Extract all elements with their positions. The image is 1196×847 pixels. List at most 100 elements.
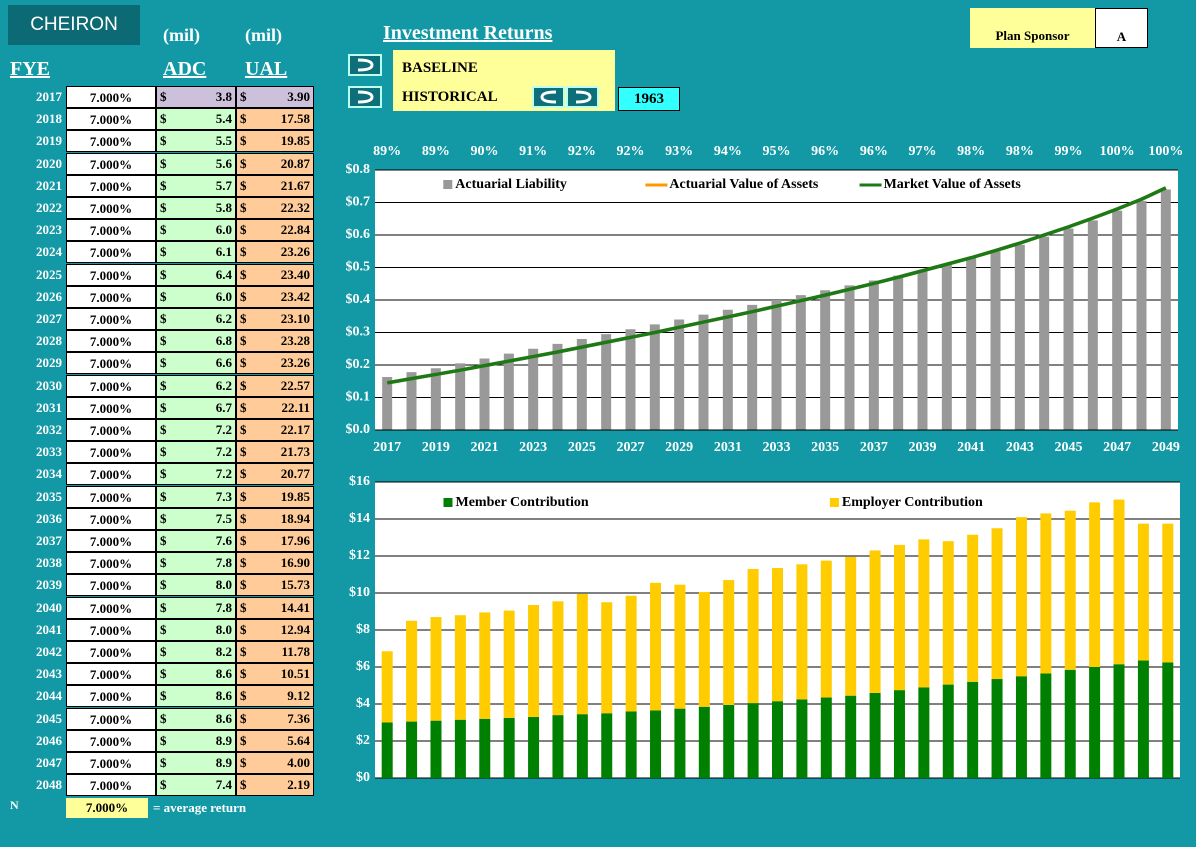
scenario-button[interactable] bbox=[348, 86, 382, 108]
currency: $ bbox=[160, 710, 167, 726]
scenario-button[interactable] bbox=[348, 54, 382, 76]
return: 7.000% bbox=[66, 463, 156, 486]
year: 2041 bbox=[36, 621, 62, 637]
ual: 23.40 bbox=[280, 266, 310, 282]
y-tick-label: $2 bbox=[356, 733, 370, 748]
bar-segment bbox=[381, 651, 393, 723]
average-return: 7.000% bbox=[66, 798, 148, 818]
bar bbox=[893, 275, 904, 430]
bar bbox=[1160, 189, 1171, 430]
bar-segment bbox=[430, 617, 442, 721]
return: 7.000% bbox=[66, 308, 156, 330]
year: 2030 bbox=[36, 377, 62, 393]
year: 2047 bbox=[36, 755, 62, 770]
arrow-icon bbox=[357, 90, 374, 104]
adc-cell bbox=[156, 330, 236, 353]
currency: $ bbox=[160, 621, 167, 637]
currency: $ bbox=[160, 399, 167, 415]
bar-segment bbox=[942, 541, 954, 685]
currency: $ bbox=[240, 288, 247, 304]
ual-cell bbox=[236, 308, 314, 330]
y-tick-label: $8 bbox=[356, 622, 370, 637]
return: 7.000% bbox=[66, 596, 156, 619]
currency: $ bbox=[160, 444, 167, 460]
currency: $ bbox=[160, 177, 167, 193]
currency: $ bbox=[160, 777, 167, 793]
adc: 6.0 bbox=[215, 222, 232, 238]
ual-cell bbox=[236, 130, 314, 153]
x-tick-label: 2023 bbox=[519, 440, 547, 455]
funded-ratio-label: 91% bbox=[519, 144, 547, 159]
year: 2024 bbox=[36, 244, 62, 260]
currency: $ bbox=[160, 377, 167, 393]
return: 7.000% bbox=[66, 441, 156, 464]
adc: 8.6 bbox=[215, 710, 232, 726]
currency: $ bbox=[160, 266, 167, 282]
currency: $ bbox=[160, 200, 167, 215]
bar bbox=[844, 285, 855, 430]
currency: $ bbox=[240, 621, 247, 637]
bar bbox=[406, 372, 417, 430]
bar bbox=[966, 257, 977, 430]
return: 7.000% bbox=[66, 419, 156, 441]
currency: $ bbox=[160, 533, 167, 548]
year: 2034 bbox=[36, 466, 62, 482]
currency: $ bbox=[240, 399, 247, 415]
currency: $ bbox=[160, 111, 167, 127]
currency: $ bbox=[160, 555, 167, 571]
adc-cell bbox=[156, 352, 236, 375]
adc: 5.6 bbox=[215, 155, 232, 171]
bar bbox=[455, 363, 466, 430]
x-tick-label: 2019 bbox=[422, 440, 450, 455]
currency: $ bbox=[160, 666, 167, 682]
year: 2037 bbox=[36, 533, 62, 548]
unit-label: (mil) bbox=[245, 25, 282, 45]
year: 2019 bbox=[36, 133, 62, 149]
bar bbox=[382, 377, 393, 430]
ual-cell bbox=[236, 174, 314, 197]
currency: $ bbox=[240, 155, 247, 171]
x-tick-label: 2037 bbox=[860, 440, 888, 455]
adc-cell bbox=[156, 441, 236, 464]
ual: 19.85 bbox=[280, 133, 310, 149]
year: 2046 bbox=[36, 732, 62, 748]
adc: 7.2 bbox=[215, 422, 232, 437]
return: 7.000% bbox=[66, 641, 156, 663]
year: 2045 bbox=[36, 710, 62, 726]
x-tick-label: 2043 bbox=[1006, 440, 1034, 455]
y-tick-label: $10 bbox=[349, 585, 370, 600]
currency: $ bbox=[160, 89, 167, 104]
y-tick-label: $0.6 bbox=[346, 227, 371, 242]
adc-cell bbox=[156, 463, 236, 486]
y-tick-label: $16 bbox=[349, 474, 370, 489]
bar-segment bbox=[747, 568, 759, 704]
adc: 7.6 bbox=[215, 533, 232, 548]
ual: 21.73 bbox=[280, 444, 310, 460]
bar-segment bbox=[698, 592, 710, 707]
bar-segment bbox=[625, 595, 637, 712]
currency: $ bbox=[240, 555, 247, 571]
year: 2021 bbox=[36, 177, 62, 193]
currency: $ bbox=[240, 266, 247, 282]
currency: $ bbox=[160, 599, 167, 615]
return: 7.000% bbox=[66, 197, 156, 219]
currency: $ bbox=[160, 311, 167, 326]
bar bbox=[990, 251, 1001, 430]
adc: 8.9 bbox=[215, 732, 232, 748]
year: 2043 bbox=[36, 666, 62, 682]
bar-segment bbox=[1015, 676, 1027, 778]
return: 7.000% bbox=[66, 530, 156, 552]
return: 7.000% bbox=[66, 707, 156, 730]
adc: 7.4 bbox=[215, 777, 232, 793]
adc: 7.2 bbox=[215, 466, 232, 482]
prev-button[interactable] bbox=[532, 86, 565, 108]
adc: 7.8 bbox=[215, 599, 232, 615]
next-button[interactable] bbox=[566, 86, 599, 108]
currency: $ bbox=[160, 755, 167, 770]
currency: $ bbox=[240, 644, 247, 659]
y-tick-label: $0.4 bbox=[346, 292, 371, 307]
bar-segment bbox=[528, 605, 540, 717]
adc: 8.2 bbox=[215, 644, 232, 659]
funded-ratio-label: 94% bbox=[714, 144, 742, 159]
